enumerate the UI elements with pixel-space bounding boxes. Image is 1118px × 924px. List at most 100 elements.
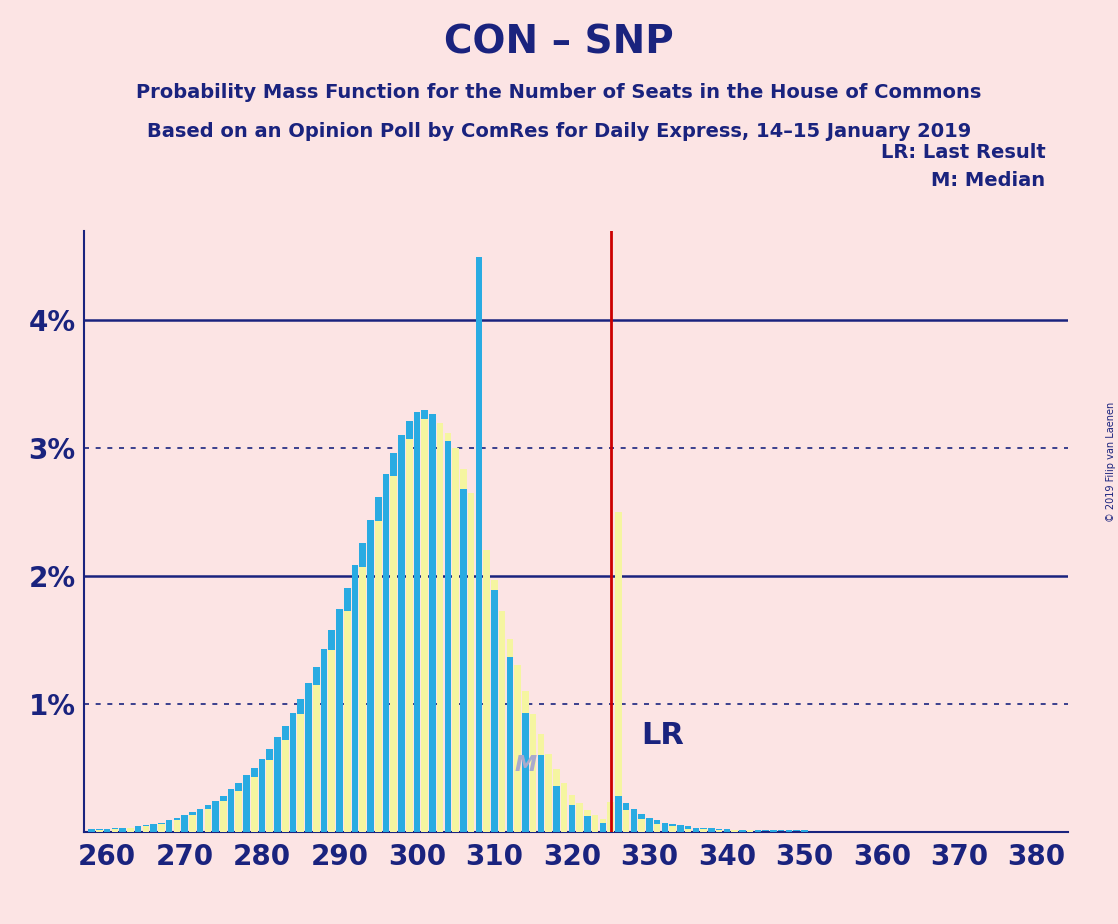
Bar (197, 812, 203, 832)
Bar (375, 497, 381, 832)
Bar (429, 414, 436, 832)
Bar (723, 829, 730, 832)
Bar (382, 474, 389, 832)
Bar (414, 427, 420, 832)
Bar (591, 815, 598, 832)
Bar (538, 755, 544, 832)
Bar (88, 829, 95, 832)
Bar (337, 631, 343, 832)
Bar (445, 441, 452, 832)
Bar (189, 815, 196, 832)
Bar (638, 814, 645, 832)
Bar (662, 825, 669, 832)
Bar (313, 685, 320, 832)
Bar (646, 821, 653, 832)
Bar (266, 748, 273, 832)
Bar (646, 818, 653, 832)
Bar (220, 796, 227, 832)
Bar (577, 804, 582, 832)
Bar (112, 829, 119, 832)
Bar (475, 521, 482, 832)
Bar (731, 831, 738, 832)
Bar (794, 831, 799, 832)
Text: © 2019 Filip van Laenen: © 2019 Filip van Laenen (1106, 402, 1116, 522)
Bar (631, 808, 637, 832)
Bar (236, 783, 243, 832)
Bar (321, 649, 328, 832)
Bar (367, 544, 373, 832)
Bar (305, 700, 312, 832)
Bar (244, 775, 249, 832)
Bar (352, 565, 358, 832)
Bar (731, 831, 738, 832)
Bar (591, 821, 598, 832)
Bar (375, 521, 381, 832)
Bar (716, 831, 722, 832)
Bar (506, 657, 513, 832)
Bar (623, 809, 629, 832)
Bar (475, 257, 482, 832)
Bar (522, 691, 529, 832)
Bar (112, 828, 119, 832)
Bar (360, 542, 366, 832)
Bar (290, 727, 296, 832)
Bar (158, 824, 164, 832)
Bar (437, 424, 444, 832)
Bar (142, 826, 149, 832)
Bar (104, 829, 111, 832)
Bar (274, 749, 281, 832)
Bar (205, 808, 211, 832)
Bar (491, 580, 498, 832)
Bar (453, 462, 459, 832)
Bar (398, 435, 405, 832)
Bar (228, 796, 235, 832)
Bar (739, 831, 746, 832)
Bar (631, 815, 637, 832)
Bar (244, 784, 249, 832)
Text: Probability Mass Function for the Number of Seats in the House of Commons: Probability Mass Function for the Number… (136, 83, 982, 103)
Bar (654, 821, 661, 832)
Text: CON – SNP: CON – SNP (444, 23, 674, 61)
Bar (468, 520, 474, 832)
Bar (778, 831, 785, 832)
Bar (197, 808, 203, 832)
Bar (120, 829, 126, 832)
Bar (297, 714, 304, 832)
Bar (258, 759, 265, 832)
Bar (150, 824, 157, 832)
Bar (367, 520, 373, 832)
Bar (461, 489, 466, 832)
Bar (755, 831, 761, 832)
Bar (623, 804, 629, 832)
Bar (569, 795, 575, 832)
Bar (522, 712, 529, 832)
Bar (329, 650, 335, 832)
Bar (313, 667, 320, 832)
Bar (220, 801, 227, 832)
Bar (786, 831, 792, 832)
Bar (390, 477, 397, 832)
Bar (584, 816, 590, 832)
Bar (468, 493, 474, 832)
Bar (716, 829, 722, 832)
Bar (189, 812, 196, 832)
Bar (181, 818, 188, 832)
Bar (398, 456, 405, 832)
Bar (483, 551, 490, 832)
Text: M: M (514, 755, 537, 775)
Bar (483, 554, 490, 832)
Bar (561, 783, 568, 832)
Bar (800, 831, 807, 832)
Bar (135, 826, 141, 832)
Bar (305, 684, 312, 832)
Bar (150, 825, 157, 832)
Bar (212, 801, 219, 832)
Bar (88, 831, 95, 832)
Bar (670, 826, 676, 832)
Bar (678, 828, 683, 832)
Bar (337, 609, 343, 832)
Text: M: Median: M: Median (931, 171, 1045, 190)
Text: Based on an Opinion Poll by ComRes for Daily Express, 14–15 January 2019: Based on an Opinion Poll by ComRes for D… (146, 122, 972, 141)
Bar (429, 418, 436, 832)
Bar (258, 769, 265, 832)
